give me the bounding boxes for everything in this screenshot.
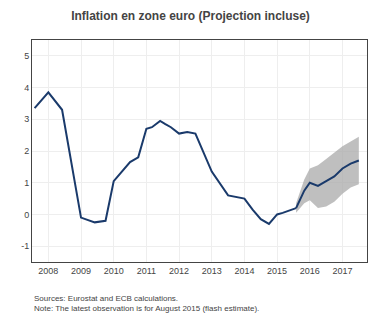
svg-text:2013: 2013 xyxy=(202,266,222,276)
svg-text:0: 0 xyxy=(24,210,29,220)
svg-text:2009: 2009 xyxy=(71,266,91,276)
svg-text:2014: 2014 xyxy=(234,266,254,276)
svg-text:3: 3 xyxy=(24,114,29,124)
svg-text:Sources: Eurostat and ECB calc: Sources: Eurostat and ECB calculations.N… xyxy=(34,294,259,313)
svg-text:2010: 2010 xyxy=(104,266,124,276)
svg-text:5: 5 xyxy=(24,51,29,61)
svg-text:1: 1 xyxy=(24,178,29,188)
svg-text:2012: 2012 xyxy=(169,266,189,276)
svg-text:2015: 2015 xyxy=(267,266,287,276)
svg-text:4: 4 xyxy=(24,83,29,93)
svg-text:2011: 2011 xyxy=(137,266,156,276)
svg-text:2017: 2017 xyxy=(332,266,352,276)
svg-text:Inflation en zone euro (Projec: Inflation en zone euro (Projection inclu… xyxy=(71,9,310,23)
svg-text:2016: 2016 xyxy=(300,266,320,276)
svg-text:2008: 2008 xyxy=(38,266,58,276)
svg-text:-1: -1 xyxy=(21,241,29,251)
svg-text:2: 2 xyxy=(24,146,29,156)
